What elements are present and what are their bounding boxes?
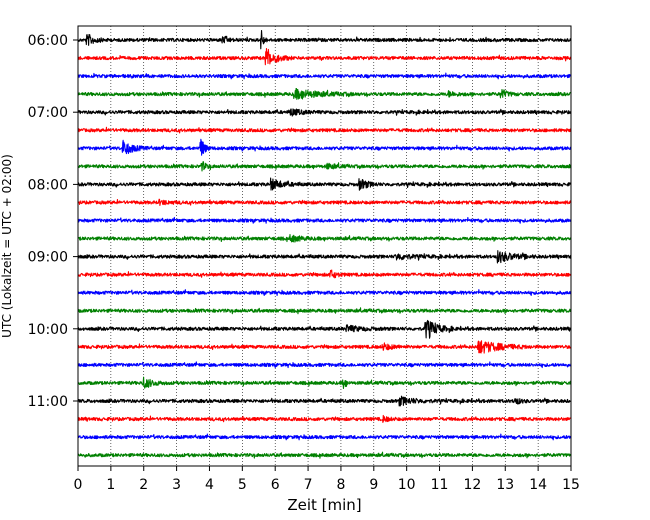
trace-1030 xyxy=(77,361,572,369)
trace-1015 xyxy=(77,340,572,354)
x-tick-label: 15 xyxy=(562,477,580,493)
x-tick-label: 7 xyxy=(304,477,313,493)
trace-0645 xyxy=(77,87,572,100)
x-tick-label: 3 xyxy=(172,477,181,493)
y-tick-label: 06:00 xyxy=(28,33,68,49)
trace-0830 xyxy=(77,216,572,224)
y-tick-label: 09:00 xyxy=(28,250,68,266)
x-tick-label: 2 xyxy=(139,477,148,493)
trace-0730 xyxy=(77,138,572,156)
trace-0845 xyxy=(77,233,572,243)
x-tick-label: 5 xyxy=(238,477,247,493)
trace-1115 xyxy=(77,414,572,423)
trace-1145 xyxy=(77,451,572,459)
trace-0915 xyxy=(77,269,572,279)
trace-0600 xyxy=(77,29,572,50)
trace-0715 xyxy=(77,126,572,134)
x-tick-label: 14 xyxy=(529,477,547,493)
trace-1100 xyxy=(77,395,572,407)
seismic-traces xyxy=(77,29,572,459)
trace-1045 xyxy=(77,376,572,390)
x-tick-label: 9 xyxy=(369,477,378,493)
trace-0945 xyxy=(77,307,572,315)
trace-0930 xyxy=(77,289,572,296)
y-axis-ticks: 06:00 07:00 08:00 09:00 10:00 11:00 xyxy=(28,33,78,410)
x-tick-label: 0 xyxy=(74,477,83,493)
y-tick-label: 11:00 xyxy=(28,394,68,410)
grid-lines xyxy=(110,26,539,466)
trace-0815 xyxy=(77,198,572,207)
x-tick-label: 1 xyxy=(106,477,115,493)
trace-1130 xyxy=(77,433,572,441)
trace-1000 xyxy=(77,319,572,339)
x-tick-label: 4 xyxy=(205,477,214,493)
x-tick-label: 12 xyxy=(463,477,481,493)
y-tick-label: 07:00 xyxy=(28,105,68,121)
trace-0900 xyxy=(77,250,572,264)
y-tick-label: 10:00 xyxy=(28,322,68,338)
trace-0630 xyxy=(77,72,572,80)
trace-0700 xyxy=(77,108,572,117)
trace-0800 xyxy=(77,177,572,191)
x-tick-label: 13 xyxy=(496,477,514,493)
trace-0615 xyxy=(77,47,572,66)
x-tick-label: 6 xyxy=(271,477,280,493)
y-axis-label: UTC (Lokalzeit = UTC + 02:00) xyxy=(0,154,14,338)
x-tick-label: 8 xyxy=(336,477,345,493)
y-tick-label: 08:00 xyxy=(28,177,68,193)
x-axis-label: Zeit [min] xyxy=(287,496,361,514)
x-tick-label: 11 xyxy=(431,477,449,493)
trace-0745 xyxy=(77,161,572,172)
x-tick-label: 10 xyxy=(398,477,416,493)
plot-frame xyxy=(77,25,572,467)
x-axis-ticks: 0 1 2 3 4 5 6 7 8 9 10 11 12 13 14 15 xyxy=(74,466,580,493)
